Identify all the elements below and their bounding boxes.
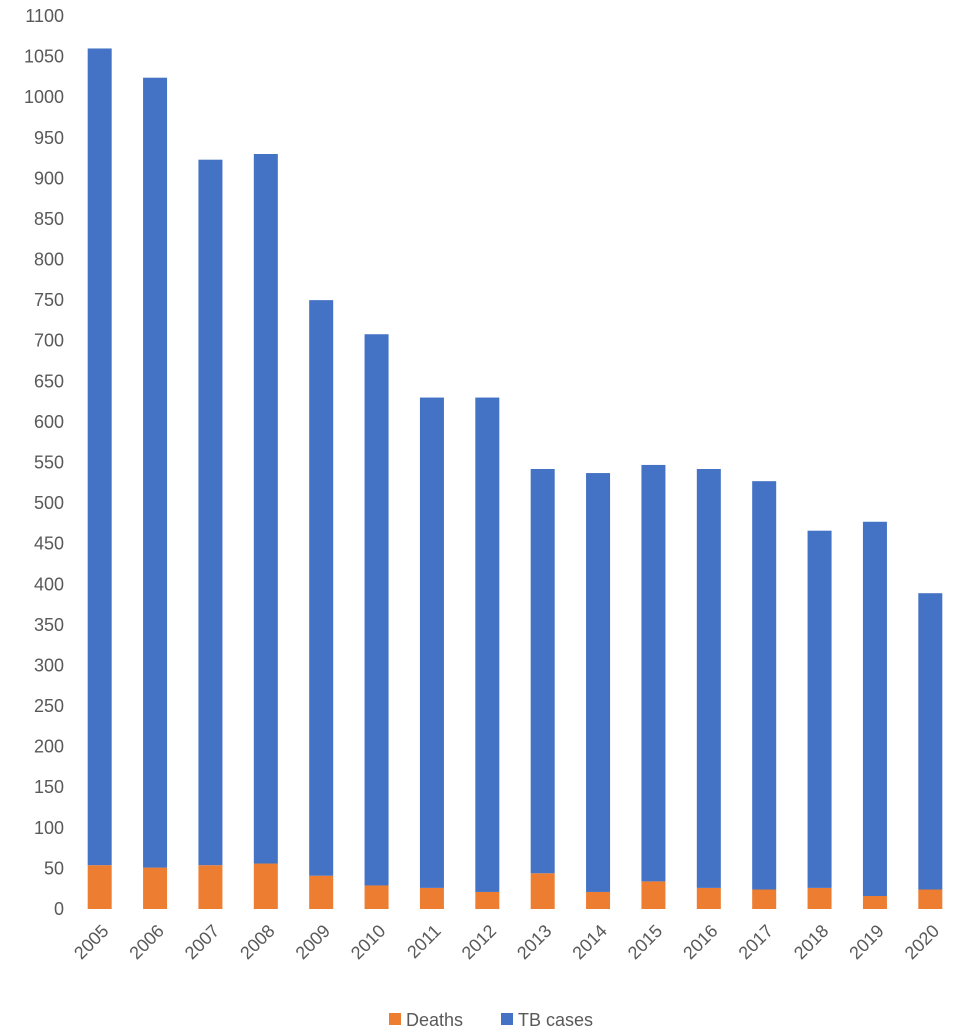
y-tick-label: 500 — [34, 493, 64, 513]
legend-swatch-tb-cases — [501, 1013, 513, 1025]
bar-deaths-2007 — [198, 865, 223, 909]
bar-deaths-2009 — [309, 875, 334, 909]
y-tick-label: 1050 — [24, 47, 64, 67]
y-tick-label: 400 — [34, 574, 64, 594]
bar-deaths-2010 — [364, 885, 389, 909]
bar-tb-cases-2007 — [198, 159, 223, 866]
y-tick-label: 1100 — [25, 6, 64, 26]
x-tick-label: 2007 — [181, 921, 223, 963]
bar-tb-cases-2016 — [696, 468, 721, 888]
bar-deaths-2011 — [419, 887, 444, 909]
bars — [87, 48, 943, 909]
y-axis: 0 50 100 150 200 250 300 350 400 450 500 550 600 650 7… — [24, 6, 64, 919]
y-tick-label: 300 — [34, 655, 64, 675]
y-tick-label: 950 — [34, 128, 64, 148]
bar-deaths-2018 — [807, 887, 832, 909]
x-tick-label: 2005 — [70, 921, 112, 963]
legend-label-tb-cases: TB cases — [518, 1010, 593, 1030]
x-tick-label: 2017 — [735, 921, 777, 963]
x-tick-label: 2019 — [845, 921, 887, 963]
bar-deaths-2020 — [918, 889, 943, 909]
x-tick-label: 2018 — [790, 921, 832, 963]
bar-tb-cases-2019 — [862, 521, 887, 897]
y-tick-label: 150 — [34, 777, 64, 797]
y-tick-label: 600 — [34, 412, 64, 432]
y-tick-label: 50 — [44, 858, 64, 878]
x-tick-label: 2014 — [568, 921, 610, 963]
x-tick-label: 2009 — [292, 921, 334, 963]
x-axis: 2005 2006 2007 2008 2009 2010 2011 2012 2013 2014… — [70, 921, 943, 963]
bar-tb-cases-2014 — [586, 473, 611, 892]
bar-tb-cases-2010 — [364, 334, 389, 886]
bar-deaths-2006 — [143, 867, 168, 909]
x-tick-label: 2020 — [901, 921, 943, 963]
bar-deaths-2005 — [87, 865, 112, 909]
legend-swatch-deaths — [389, 1013, 401, 1025]
bar-tb-cases-2020 — [918, 593, 943, 890]
y-tick-label: 250 — [34, 696, 64, 716]
x-tick-label: 2008 — [236, 921, 278, 963]
x-tick-label: 2006 — [125, 921, 167, 963]
x-tick-label: 2015 — [624, 921, 666, 963]
y-tick-label: 100 — [34, 818, 64, 838]
x-tick-label: 2016 — [679, 921, 721, 963]
x-tick-label: 2011 — [403, 921, 445, 963]
legend: Deaths TB cases — [389, 1010, 593, 1030]
bar-tb-cases-2011 — [419, 397, 444, 888]
bar-tb-cases-2012 — [475, 397, 500, 892]
y-tick-label: 900 — [34, 168, 64, 188]
y-tick-label: 550 — [34, 453, 64, 473]
x-tick-label: 2012 — [458, 921, 500, 963]
bar-deaths-2016 — [696, 887, 721, 909]
y-tick-label: 650 — [34, 371, 64, 391]
y-tick-label: 0 — [54, 899, 64, 919]
y-tick-label: 350 — [34, 615, 64, 635]
x-tick-label: 2013 — [513, 921, 555, 963]
bar-deaths-2015 — [641, 881, 666, 909]
bar-tb-cases-2015 — [641, 464, 666, 882]
y-tick-label: 800 — [34, 250, 64, 270]
bar-tb-cases-2006 — [143, 77, 168, 868]
bar-deaths-2014 — [586, 891, 611, 909]
y-tick-label: 750 — [34, 290, 64, 310]
y-tick-label: 1000 — [24, 87, 64, 107]
x-tick-label: 2010 — [347, 921, 389, 963]
legend-label-deaths: Deaths — [406, 1010, 463, 1030]
y-tick-label: 200 — [34, 737, 64, 757]
bar-tb-cases-2017 — [752, 481, 777, 890]
bar-deaths-2012 — [475, 891, 500, 909]
bar-deaths-2017 — [752, 889, 777, 909]
bar-tb-cases-2018 — [807, 530, 832, 888]
y-tick-label: 700 — [34, 331, 64, 351]
bar-tb-cases-2009 — [309, 300, 334, 876]
bar-tb-cases-2005 — [87, 48, 112, 866]
bar-deaths-2013 — [530, 873, 555, 909]
y-tick-label: 450 — [34, 534, 64, 554]
bar-deaths-2019 — [862, 896, 887, 909]
bar-tb-cases-2013 — [530, 468, 555, 874]
y-tick-label: 850 — [34, 209, 64, 229]
bar-deaths-2008 — [253, 863, 278, 909]
bar-tb-cases-2008 — [253, 154, 278, 864]
